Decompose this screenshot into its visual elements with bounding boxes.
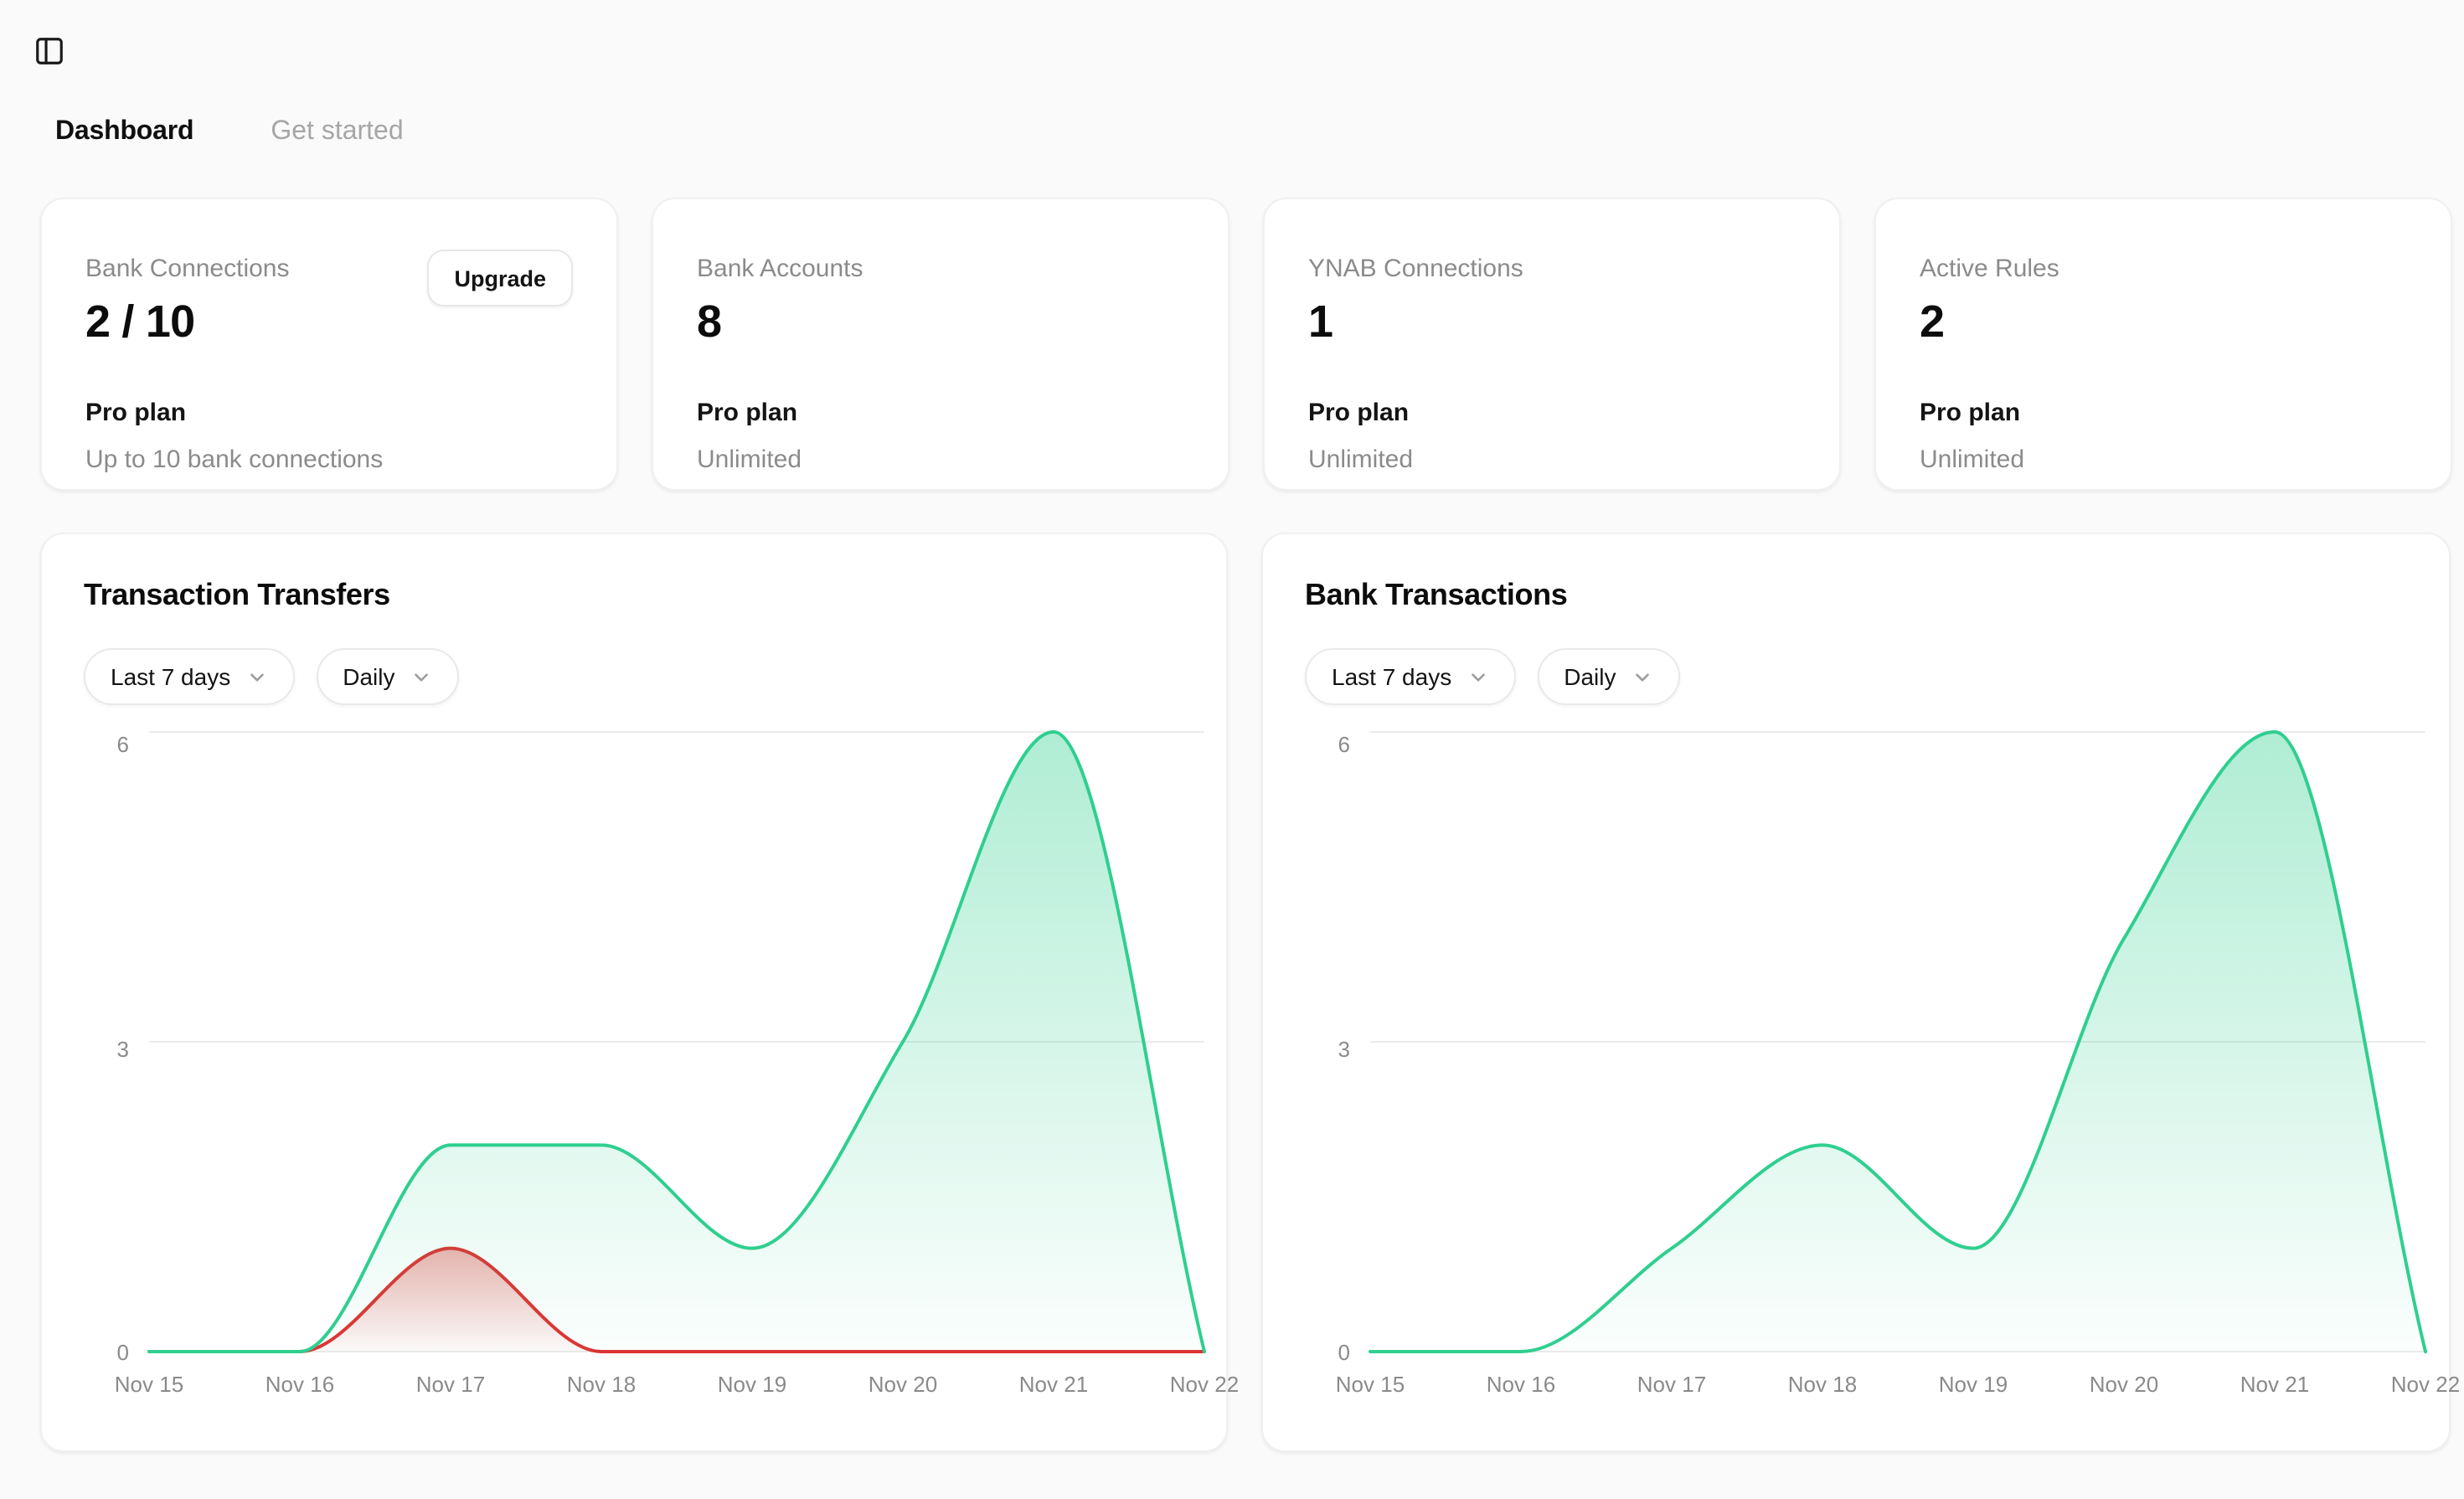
x-axis-tick: Nov 22	[2372, 1368, 2464, 1402]
area-chart-plot[interactable]	[1370, 732, 2425, 1352]
granularity-value: Daily	[1564, 663, 1616, 690]
top-tabs: Dashboard Get started	[55, 117, 404, 147]
chart-title: Transaction Transfers	[84, 578, 390, 613]
x-axis-tick: Nov 18	[548, 1368, 655, 1402]
x-axis-tick: Nov 16	[1467, 1368, 1575, 1402]
date-range-select[interactable]: Last 7 days	[1305, 648, 1515, 705]
x-axis-tick: Nov 20	[2070, 1368, 2178, 1402]
x-axis-tick: Nov 18	[1769, 1368, 1876, 1402]
y-axis-tick: 0	[1283, 1337, 1350, 1370]
panel-left-icon	[33, 34, 64, 66]
stat-label: Bank Accounts	[697, 255, 863, 283]
y-axis-tick: 6	[1283, 729, 1350, 762]
stat-plan: Pro plan	[85, 399, 186, 427]
chevron-down-icon	[245, 667, 267, 688]
stat-plan: Pro plan	[1920, 399, 2020, 427]
granularity-select[interactable]: Daily	[1537, 648, 1679, 705]
transaction-transfers-card: Transaction Transfers Last 7 days Daily …	[40, 533, 1228, 1452]
x-axis-tick: Nov 19	[698, 1368, 806, 1402]
stat-plan-detail: Unlimited	[1920, 446, 2024, 474]
chevron-down-icon	[410, 667, 431, 688]
stat-label: YNAB Connections	[1308, 255, 1523, 283]
x-axis-tick: Nov 15	[1317, 1368, 1424, 1402]
x-axis-tick: Nov 20	[849, 1368, 956, 1402]
granularity-value: Daily	[343, 663, 394, 690]
x-axis-tick: Nov 21	[1000, 1368, 1107, 1402]
area-chart-plot[interactable]	[149, 732, 1204, 1352]
date-range-value: Last 7 days	[111, 663, 230, 690]
dashboard-page: Dashboard Get started Bank Connections 2…	[0, 0, 2464, 1499]
x-axis-tick: Nov 16	[246, 1368, 353, 1402]
chevron-down-icon	[1467, 667, 1488, 688]
sidebar-toggle-button[interactable]	[30, 32, 67, 69]
y-axis-tick: 0	[62, 1337, 129, 1370]
granularity-select[interactable]: Daily	[316, 648, 458, 705]
stat-plan: Pro plan	[1308, 399, 1409, 427]
stat-plan-detail: Unlimited	[1308, 446, 1413, 474]
x-axis-tick: Nov 19	[1920, 1368, 2027, 1402]
tab-dashboard[interactable]: Dashboard	[55, 117, 193, 147]
x-axis-tick: Nov 15	[95, 1368, 203, 1402]
x-axis-tick: Nov 17	[397, 1368, 504, 1402]
x-axis-tick: Nov 21	[2221, 1368, 2328, 1402]
stat-card-active-rules: Active Rules 2 Pro plan Unlimited	[1874, 198, 2452, 491]
chevron-down-icon	[1631, 667, 1652, 688]
y-axis-tick: 3	[1283, 1033, 1350, 1067]
y-axis-tick: 6	[62, 729, 129, 762]
y-axis-tick: 3	[62, 1033, 129, 1067]
chart-filters: Last 7 days Daily	[1305, 648, 1679, 705]
bank-transactions-card: Bank Transactions Last 7 days Daily 0 3 6 N…	[1261, 533, 2451, 1452]
x-axis-tick: Nov 17	[1618, 1368, 1725, 1402]
stat-plan: Pro plan	[697, 399, 797, 427]
chart-filters: Last 7 days Daily	[84, 648, 458, 705]
upgrade-button[interactable]: Upgrade	[427, 250, 573, 306]
stat-value: 1	[1308, 296, 1333, 348]
stat-value: 8	[697, 296, 721, 348]
stat-value: 2 / 10	[85, 296, 194, 348]
stat-label: Bank Connections	[85, 255, 290, 283]
chart-title: Bank Transactions	[1305, 578, 1567, 613]
stat-plan-detail: Unlimited	[697, 446, 802, 474]
stat-plan-detail: Up to 10 bank connections	[85, 446, 383, 474]
stat-card-bank-connections: Bank Connections 2 / 10 Upgrade Pro plan…	[40, 198, 618, 491]
stat-label: Active Rules	[1920, 255, 2059, 283]
stat-card-ynab-connections: YNAB Connections 1 Pro plan Unlimited	[1263, 198, 1841, 491]
stat-card-bank-accounts: Bank Accounts 8 Pro plan Unlimited	[652, 198, 1229, 491]
stat-value: 2	[1920, 296, 1944, 348]
tab-get-started[interactable]: Get started	[271, 117, 403, 147]
date-range-select[interactable]: Last 7 days	[84, 648, 294, 705]
x-axis-tick: Nov 22	[1151, 1368, 1258, 1402]
date-range-value: Last 7 days	[1332, 663, 1451, 690]
